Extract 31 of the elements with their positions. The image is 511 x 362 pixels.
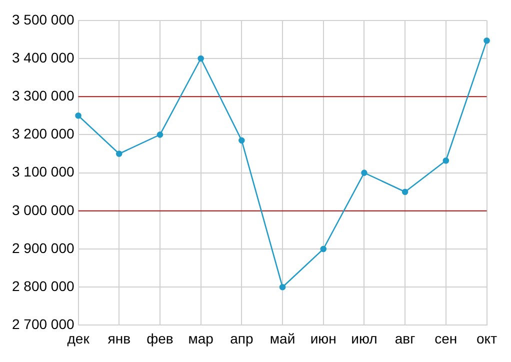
point — [75, 112, 82, 119]
point — [402, 188, 408, 195]
x-tick-label: фев — [146, 330, 174, 346]
point — [442, 157, 450, 164]
x-tick-label: окт — [476, 330, 498, 346]
x-tick-label: апр — [230, 330, 254, 346]
y-tick-label: 2 700 000 — [12, 316, 74, 332]
point — [484, 37, 490, 44]
x-tick-label: июл — [351, 330, 378, 346]
point — [198, 55, 204, 62]
x-tick-label: янв — [108, 330, 131, 346]
x-tick-label: сен — [434, 330, 458, 346]
point — [361, 170, 368, 176]
x-tick-label: авг — [394, 330, 416, 346]
y-tick-label: 2 900 000 — [12, 240, 74, 256]
y-tick-label: 3 200 000 — [12, 126, 74, 142]
point — [238, 137, 245, 144]
point — [279, 284, 286, 290]
point — [156, 132, 164, 138]
x-tick-label: июн — [310, 330, 336, 346]
y-tick-label: 3 100 000 — [12, 164, 74, 180]
x-tick-label: дек — [67, 330, 90, 346]
y-tick-label: 3 500 000 — [12, 11, 74, 28]
y-tick-label: 2 800 000 — [12, 278, 74, 294]
point — [116, 150, 122, 157]
point — [320, 246, 327, 252]
x-tick-label: май — [270, 330, 296, 346]
x-tick-label: мар — [188, 330, 214, 346]
y-tick-label: 3 000 000 — [12, 202, 74, 218]
y-tick-label: 3 300 000 — [12, 87, 74, 104]
y-tick-label: 3 400 000 — [12, 49, 74, 66]
